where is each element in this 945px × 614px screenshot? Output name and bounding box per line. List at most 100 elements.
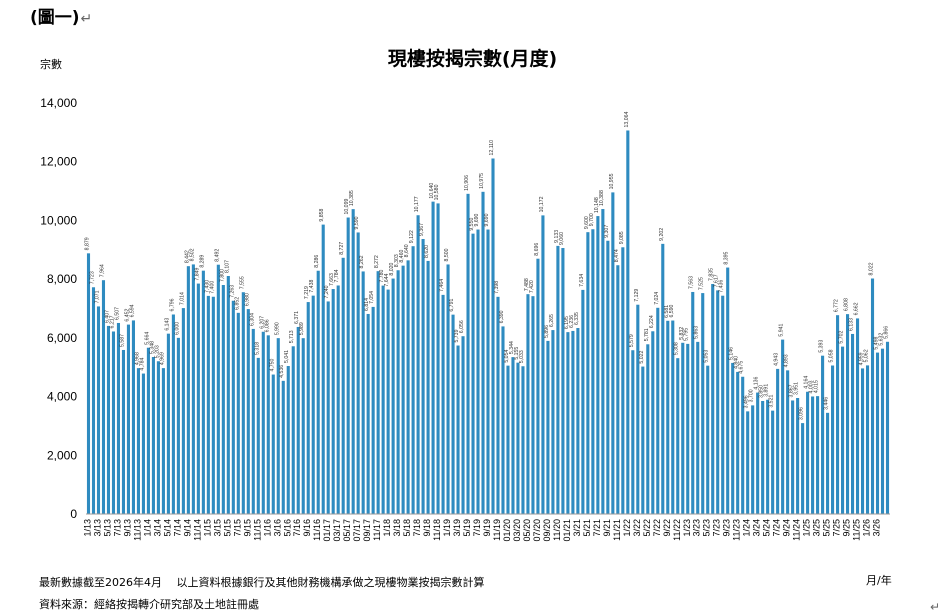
bar-value-label: 7,464 [439,279,445,292]
bar-value-label: 5,393 [819,340,825,353]
y-tick-label: 4,000 [47,390,77,404]
bar [551,330,555,514]
x-tick-label: 5/13 [102,519,112,537]
bar [221,285,225,514]
bar [726,267,730,514]
bar [521,366,525,514]
x-tick-label: 5/14 [162,519,172,537]
bar [286,366,290,514]
bar [746,411,750,514]
x-tick-label: 3/23 [692,519,702,537]
bar-value-label: 5,062 [864,349,870,362]
bar [306,302,310,514]
bar [571,330,575,514]
bar-value-label: 9,590 [354,216,360,229]
x-tick-label: 3/15 [212,519,222,537]
bar [666,320,670,514]
x-tick-label: 11/22 [672,519,682,541]
bar-value-label: 10,388 [599,190,605,206]
y-tick-label: 0 [70,507,77,521]
bar [121,349,126,514]
bar-value-label: 6,195 [564,316,570,329]
bar [501,326,505,514]
x-tick-label: 3/18 [392,519,402,537]
bar [276,338,280,514]
bar-value-label: 4,943 [774,353,780,366]
bar-value-label: 8,879 [85,237,91,250]
x-tick-label: 3/25 [812,519,822,537]
x-tick-label: 5/24 [762,519,772,537]
paragraph-mark: ↵ [930,600,941,614]
bar [885,341,890,514]
bar-value-label: 9,133 [554,230,560,243]
bar [586,232,590,515]
bar-value-label: 10,955 [609,173,615,189]
bar-value-label: 8,289 [199,255,205,268]
bar-value-label: 7,835 [709,268,715,281]
bar [851,333,855,514]
bar [436,203,440,514]
bar-value-label: 5,781 [644,328,650,341]
x-tick-label: 9/22 [662,519,672,537]
x-tick-label: 3/26 [872,519,882,537]
bar [361,271,365,514]
bar [241,292,245,514]
bar-value-label: 4,750 [269,358,275,371]
bar-value-label: 4,968 [134,352,140,365]
bar-value-label: 8,500 [444,248,450,261]
bar [591,229,595,515]
bar [786,370,790,514]
bar [776,368,780,514]
bar-value-label: 4,015 [814,380,820,393]
bar [451,314,455,514]
bar-value-label: 3,446 [824,397,830,410]
bar [531,296,535,514]
bar-value-label: 3,867 [789,384,795,397]
bar-value-label: 9,307 [604,225,610,238]
bar-value-label: 6,000 [174,322,180,335]
x-tick-label: 5/18 [402,519,412,537]
bar [291,346,295,514]
bar-value-label: 6,236 [569,315,575,328]
x-tick-label: 3/16 [272,519,282,537]
bar-value-label: 6,814 [364,298,370,311]
bar [141,373,145,514]
bar [516,362,520,514]
bar-value-label: 9,367 [419,223,425,236]
x-tick-label: 09/17 [362,519,372,542]
bar [441,294,445,514]
bar-value-label: 9,122 [409,230,415,243]
x-tick-label: 9/16 [302,519,312,537]
x-tick-label: 9/14 [182,519,192,537]
x-tick-label: 7/16 [292,519,302,537]
bar [716,290,720,514]
bar-value-label: 6,852 [234,297,240,310]
bar [721,295,725,514]
bar [506,365,510,514]
bar-value-label: 6,207 [259,316,265,329]
x-tick-label: 9/18 [422,519,432,537]
bar-value-label: 13,064 [624,111,630,127]
bar-value-label: 3,496 [744,395,750,408]
bar [736,371,740,514]
x-tick-label: 03/20 [512,519,522,542]
bar-value-label: 5,896 [544,325,550,338]
bar-value-label: 5,713 [289,330,295,343]
bar-value-label: 5,498 [874,336,880,349]
bar-value-label: 7,563 [689,276,695,289]
bar [541,215,545,514]
bar-value-label: 8,620 [424,245,430,258]
bar-value-label: 5,058 [829,349,835,362]
bar-value-label: 8,460 [399,250,405,263]
y-tick-label: 2,000 [47,448,77,462]
x-tick-label: 5/22 [642,519,652,537]
bar-value-label: 4,840 [734,356,740,369]
x-tick-label: 09/20 [542,519,552,542]
bar-value-label: 4,784 [139,357,145,370]
bar [686,343,690,514]
bar [206,295,210,514]
bar-value-label: 7,438 [309,280,315,293]
figure-label: (圖一)↵ [30,8,93,28]
bar [146,347,150,514]
bar-value-label: 8,442 [184,250,190,263]
